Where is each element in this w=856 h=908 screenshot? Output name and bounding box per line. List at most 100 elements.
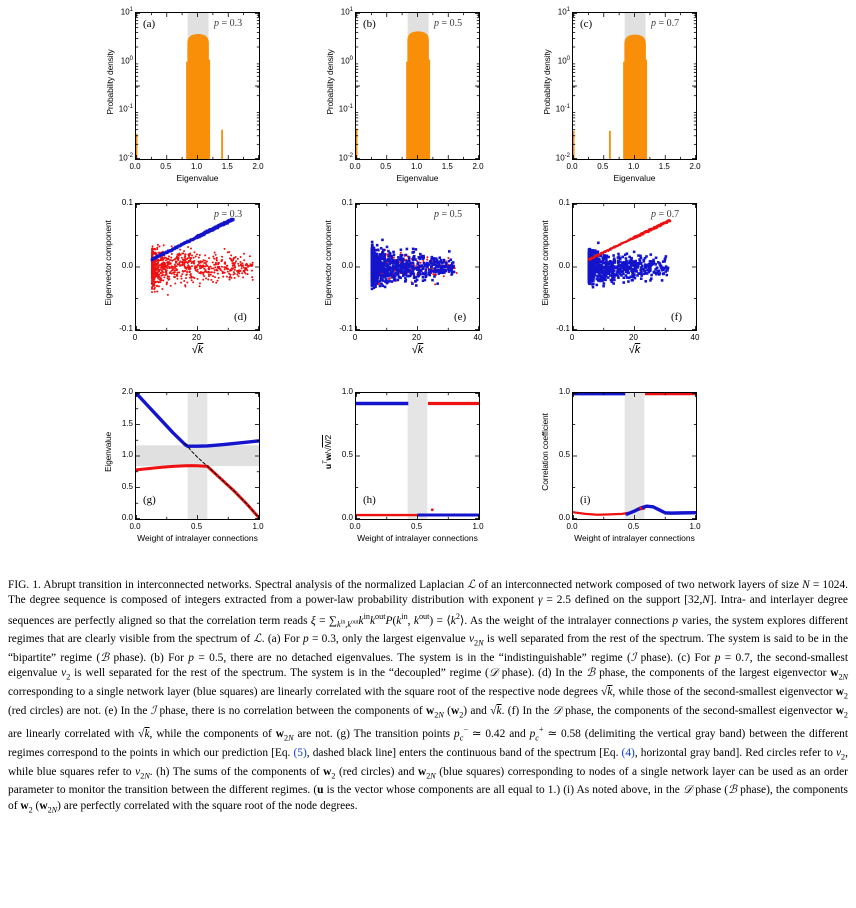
plot-axes-f [572,203,697,331]
ytick-label: 10-1 [555,104,570,114]
y-axis-label: Correlation coefficient [540,413,550,491]
ytick-label: 0.1 [121,198,133,207]
panel-letter-b: (b) [363,18,376,30]
xtick-label: 0.0 [129,522,141,531]
ytick-label: 10-2 [338,153,353,163]
ytick-label: 100 [340,55,353,66]
ytick-label: 0.1 [341,198,353,207]
y-axis-label: Probability density [542,49,552,115]
plot-axes-c [572,12,697,160]
xtick-label: 0.0 [566,522,578,531]
y-axis-label: Probability density [325,49,335,115]
caption-text: FIG. 1. Abrupt transition in interconnec… [8,579,849,814]
y-axis-label: Eigenvector component [103,220,113,306]
x-axis-label: √k [191,344,204,356]
xtick-label: 1.5 [441,162,453,171]
xtick-label: 1.0 [190,162,203,171]
ytick-label: 0.5 [121,481,133,491]
ytick-label: 10-2 [555,153,570,163]
p-value-annotation-b: p = 0.5 [434,18,463,29]
plot-axes-a [135,12,260,160]
figure-panels: 0.0 0.5 1.0 1.5 2.0 101 100 10-1 10-2 Eigenvalue P… [103,7,701,543]
xtick-label: 1.0 [627,162,640,171]
ytick-label: 10-1 [118,104,133,114]
ytick-label: -0.1 [556,324,570,333]
xtick-label: 0.5 [597,162,609,171]
panel-letter-h: (h) [363,494,376,506]
p-value-annotation-d: p = 0.3 [214,209,243,220]
xtick-label: 0.0 [349,522,361,531]
x-axis-label: Weight of intralayer connections [137,533,258,543]
ytick-label: 0.0 [341,261,353,270]
panel-letter-d: (d) [234,311,247,323]
plot-axes-b [355,12,480,160]
xtick-label: 0 [569,333,575,342]
xtick-label: 1.0 [472,522,484,531]
ytick-label: 1.0 [341,387,353,396]
ytick-label: 101 [557,7,570,17]
y-axis-label: Probability density [105,49,115,115]
x-axis-label: √k [628,344,641,356]
ytick-label: 2.0 [121,387,133,396]
plot-axes-h [355,392,480,520]
y-axis-label: Eigenvector component [540,220,550,306]
ytick-label: 101 [340,7,353,17]
xtick-label: 2.0 [472,162,484,171]
ytick-label: -0.1 [339,324,353,333]
y-axis-label: Eigenvector component [323,220,333,306]
xtick-label: 0 [132,333,138,342]
xtick-label: 40 [690,333,700,342]
xtick-label: 2.0 [689,162,701,171]
xtick-label: 0 [352,333,358,342]
xtick-label: 0.5 [627,522,640,531]
x-axis-label: Eigenvalue [613,173,656,183]
p-value-annotation-c: p = 0.7 [651,18,680,29]
xtick-label: 20 [629,333,638,342]
x-axis-label: Weight of intralayer connections [357,533,478,543]
plot-axes-g [135,392,260,520]
figure-caption: FIG. 1. Abrupt transition in interconnec… [8,578,848,817]
xtick-label: 0.5 [410,522,423,531]
xtick-label: 0.5 [380,162,392,171]
p-value-annotation-f: p = 0.7 [651,209,680,220]
plot-axes-e [355,203,480,331]
xtick-label: 1.0 [252,522,264,531]
xtick-label: 0.0 [349,162,361,171]
xtick-label: 1.0 [410,162,423,171]
ytick-label: 1.5 [121,418,133,428]
x-axis-label: Eigenvalue [176,173,219,183]
xtick-label: 0.0 [566,162,578,171]
xtick-label: 0.5 [190,522,203,531]
ytick-label: 0.0 [558,261,570,270]
xtick-label: 20 [412,333,421,342]
ytick-label: 0.0 [121,261,133,270]
xtick-label: 2.0 [252,162,264,171]
xtick-label: 1.5 [658,162,670,171]
x-axis-label: Weight of intralayer connections [574,533,695,543]
panel-letter-i: (i) [580,494,591,506]
ytick-label: 0.5 [558,450,570,459]
ytick-label: 1.0 [558,387,570,396]
panel-letter-f: (f) [671,311,682,323]
panel-letter-a: (a) [143,18,156,30]
ytick-label: 0.0 [341,513,353,522]
panel-letter-g: (g) [143,494,156,506]
ytick-label: 101 [120,7,133,17]
ytick-label: 10-1 [338,104,353,114]
ytick-label: 0.1 [558,198,570,207]
xtick-label: 0.5 [160,162,172,171]
xtick-label: 1.0 [689,522,701,531]
p-value-annotation-a: p = 0.3 [214,18,243,29]
x-axis-label: √k [411,344,424,356]
panel-letter-c: (c) [580,18,593,30]
xtick-label: 40 [473,333,483,342]
xtick-label: 0.0 [129,162,141,171]
ytick-label: 100 [557,55,570,66]
xtick-label: 1.5 [221,162,233,171]
ytick-label: 1.0 [121,450,133,459]
plot-axes-i [572,392,697,520]
ytick-label: 0.0 [121,513,133,522]
y-axis-label: Eigenvalue [103,431,113,473]
ytick-label: 100 [120,55,133,66]
y-axis-label: uTw/√N/2 [323,434,333,470]
